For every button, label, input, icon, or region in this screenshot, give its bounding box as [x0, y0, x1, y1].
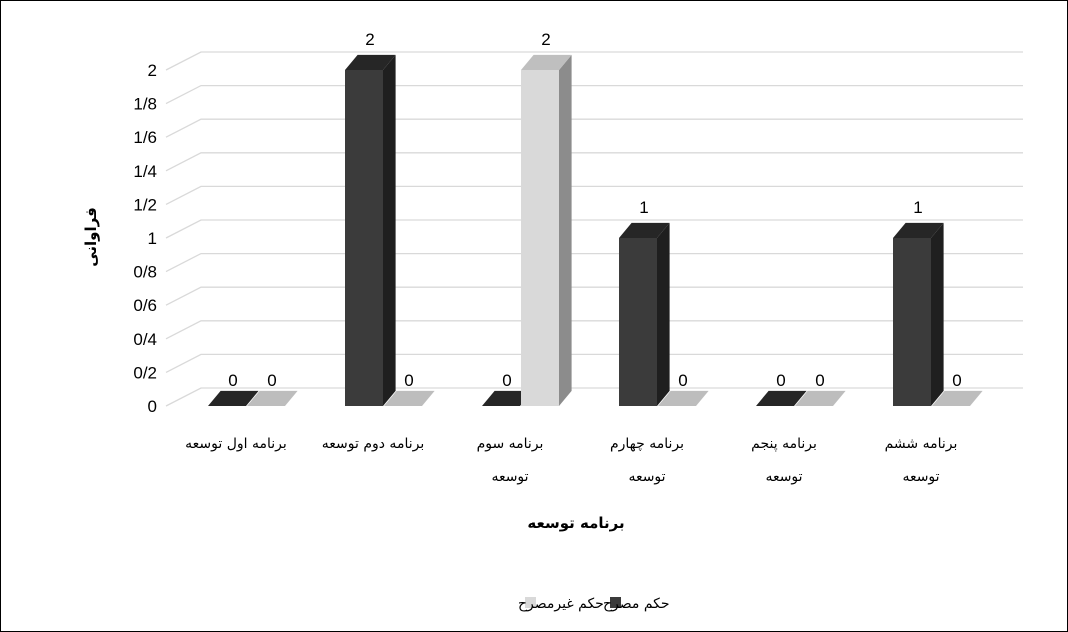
- bar: [384, 390, 435, 406]
- data-label: 0: [404, 371, 413, 390]
- bars: [208, 54, 983, 406]
- y-tick-label: 0/4: [133, 330, 157, 349]
- bar: [658, 390, 709, 406]
- y-tick-label: 0/8: [133, 263, 157, 282]
- bar-top: [384, 390, 435, 406]
- data-label: 0: [267, 371, 276, 390]
- data-labels: 0 0 2 0 0 2 1 0 0 0 1 0: [228, 30, 961, 390]
- bar: [795, 390, 846, 406]
- category-label: توسعه: [491, 469, 528, 485]
- bar-front: [345, 70, 383, 406]
- gridline: [165, 252, 1023, 273]
- category-label: برنامه ششم: [885, 436, 958, 452]
- bar-side: [383, 54, 396, 406]
- bar: [521, 54, 572, 406]
- gridline: [165, 84, 1023, 105]
- bar-top: [658, 390, 709, 406]
- y-tick-label: 1/6: [133, 128, 157, 147]
- x-axis-title: برنامه توسعه: [527, 514, 624, 532]
- category-label: توسعه: [628, 469, 665, 485]
- y-tick-label: 0/6: [133, 296, 157, 315]
- bar-top: [932, 390, 983, 406]
- data-label: 0: [776, 371, 785, 390]
- bar-top: [619, 222, 670, 238]
- bar-top: [521, 54, 572, 70]
- bar: [345, 54, 396, 406]
- gridlines: [165, 51, 1023, 407]
- data-label: 0: [502, 371, 511, 390]
- legend-label: حکم مصرح: [603, 596, 670, 612]
- gridline: [165, 152, 1023, 172]
- bar-top: [482, 390, 533, 406]
- gridline: [165, 185, 1023, 205]
- data-label: 1: [913, 198, 922, 217]
- bar-top: [893, 222, 944, 238]
- bar: [247, 390, 298, 406]
- bar-top: [756, 390, 807, 406]
- bar-front: [619, 238, 657, 406]
- y-axis-title: فراوانی: [82, 207, 100, 267]
- data-label: 0: [678, 371, 687, 390]
- bar: [756, 390, 807, 406]
- y-tick-label: 1: [148, 229, 157, 248]
- bar-front: [521, 70, 559, 406]
- bar-top: [247, 390, 298, 406]
- gridline: [165, 118, 1023, 138]
- data-label: 2: [365, 30, 374, 49]
- gridline: [165, 219, 1023, 239]
- data-label: 0: [952, 371, 961, 390]
- data-label: 0: [228, 371, 237, 390]
- data-label: 0: [815, 371, 824, 390]
- bar-top: [208, 390, 259, 406]
- category-label: برنامه سوم: [477, 436, 544, 452]
- y-tick-label: 2: [148, 61, 157, 80]
- data-label: 2: [541, 30, 550, 49]
- legend-swatch: [525, 597, 536, 608]
- category-label: برنامه اول توسعه: [185, 436, 287, 452]
- bar-side: [559, 54, 572, 406]
- legend-swatch: [610, 597, 621, 608]
- category-label: برنامه پنجم: [751, 436, 817, 452]
- legend-item: حکم مصرح: [603, 596, 670, 612]
- y-tick-labels: 0 0/2 0/4 0/6 0/8 1 1/2 1/4 1/6 1/8 2: [133, 61, 157, 416]
- bar: [893, 222, 944, 406]
- y-tick-label: 1/2: [133, 195, 157, 214]
- category-label: برنامه دوم توسعه: [322, 436, 424, 452]
- category-label: برنامه چهارم: [610, 436, 684, 452]
- gridline: [165, 353, 1023, 373]
- category-label: توسعه: [765, 469, 802, 485]
- y-tick-label: 0/2: [133, 363, 157, 382]
- bar: [482, 390, 533, 406]
- bar: [208, 390, 259, 406]
- legend-label: حکم غیرمصرح: [518, 596, 604, 612]
- bar-front: [893, 238, 931, 406]
- bar-side: [931, 222, 944, 406]
- y-tick-label: 0: [148, 397, 157, 416]
- bar: [619, 222, 670, 406]
- gridline: [165, 286, 1023, 306]
- bar-side: [657, 222, 670, 406]
- gridline: [165, 320, 1023, 340]
- gridline: [165, 51, 1023, 71]
- y-tick-label: 1/4: [133, 162, 157, 181]
- legend-item: حکم غیرمصرح: [518, 596, 604, 612]
- bar-top: [345, 54, 396, 70]
- gridline: [165, 387, 1023, 407]
- data-label: 1: [639, 198, 648, 217]
- category-labels: برنامه اول توسعه برنامه دوم توسعه برنامه س…: [185, 436, 957, 485]
- category-label: توسعه: [902, 469, 939, 485]
- bar: [932, 390, 983, 406]
- bar-top: [795, 390, 846, 406]
- y-tick-label: 1/8: [133, 95, 157, 114]
